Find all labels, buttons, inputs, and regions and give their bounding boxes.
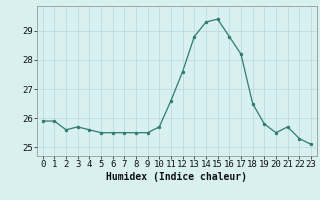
X-axis label: Humidex (Indice chaleur): Humidex (Indice chaleur) [106, 172, 247, 182]
